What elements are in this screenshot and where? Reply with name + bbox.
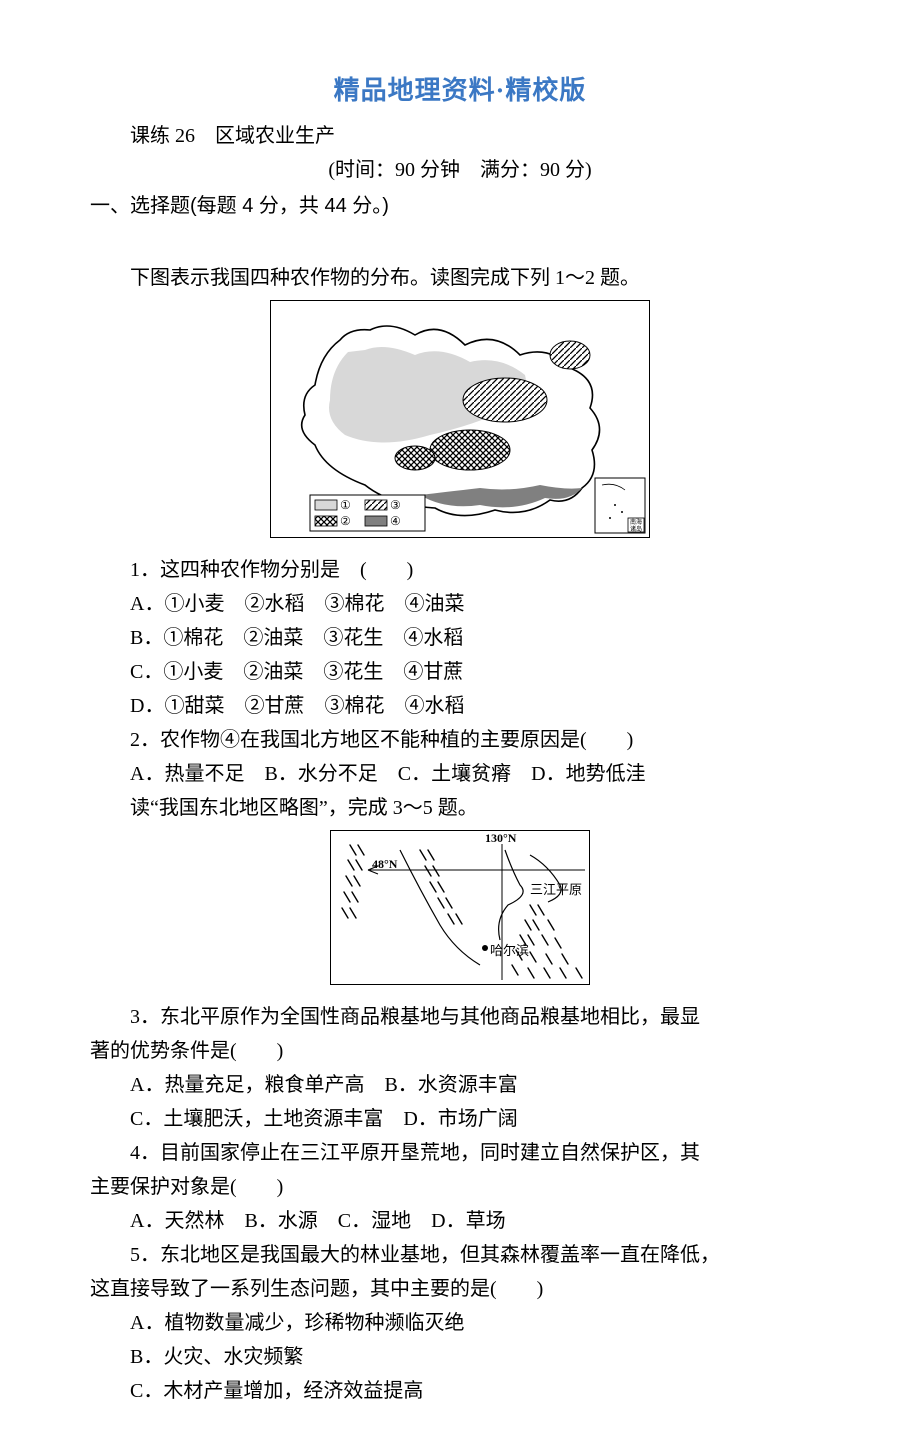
q3-stem-a: 3．东北平原作为全国性商品粮基地与其他商品粮基地相比，最显 [90, 1001, 830, 1033]
q5-opt-c: C．木材产量增加，经济效益提高 [90, 1375, 830, 1407]
spacer [90, 232, 830, 260]
q5-opt-b: B．火灾、水灾频繁 [90, 1341, 830, 1373]
q1-opt-a: A．①小麦 ②水稻 ③棉花 ④油菜 [90, 588, 830, 620]
legend-4: ④ [390, 514, 401, 528]
q2-stem: 2．农作物④在我国北方地区不能种植的主要原因是( ) [90, 724, 830, 756]
q2-opts: A．热量不足 B．水分不足 C．土壤贫瘠 D．地势低洼 [90, 758, 830, 790]
q3-line1: A．热量充足，粮食单产高 B．水资源丰富 [90, 1069, 830, 1101]
q5-opt-a: A．植物数量减少，珍稀物种濒临灭绝 [90, 1307, 830, 1339]
legend-3: ③ [390, 498, 401, 512]
lat-label: 48°N [372, 857, 398, 871]
figure-2-northeast-map: 130°N 48°N 三江平原 哈尔滨 [90, 830, 830, 995]
q5-stem-b: 这直接导致了一系列生态问题，其中主要的是( ) [90, 1273, 830, 1305]
place-sanjiang: 三江平原 [530, 882, 582, 897]
q3-line2: C．土壤肥沃，土地资源丰富 D．市场广阔 [90, 1103, 830, 1135]
page: 精品地理资料·精校版 课练 26 区域农业生产 (时间：90 分钟 满分：90 … [0, 0, 920, 1449]
section-1-head: 一、选择题(每题 4 分，共 44 分。) [90, 190, 830, 222]
doc-subtitle: 课练 26 区域农业生产 [90, 120, 830, 152]
intro-2: 读“我国东北地区略图”，完成 3～5 题。 [90, 792, 830, 824]
q3-stem-b: 著的优势条件是( ) [90, 1035, 830, 1067]
q1-opt-d: D．①甜菜 ②甘蔗 ③棉花 ④水稻 [90, 690, 830, 722]
legend-1: ① [340, 498, 351, 512]
intro-1: 下图表示我国四种农作物的分布。读图完成下列 1～2 题。 [90, 262, 830, 294]
q5-stem-a: 5．东北地区是我国最大的林业基地，但其森林覆盖率一直在降低， [90, 1239, 830, 1271]
legend-2: ② [340, 514, 351, 528]
inset-label-2: 诸岛 [630, 525, 642, 533]
doc-title: 精品地理资料·精校版 [90, 70, 830, 112]
q1-opt-c: C．①小麦 ②油菜 ③花生 ④甘蔗 [90, 656, 830, 688]
inset-label-1: 南海 [630, 518, 642, 526]
place-harbin: 哈尔滨 [490, 943, 529, 958]
q4-stem-a: 4．目前国家停止在三江平原开垦荒地，同时建立自然保护区，其 [90, 1137, 830, 1169]
q4-stem-b: 主要保护对象是( ) [90, 1171, 830, 1203]
q1-opt-b: B．①棉花 ②油菜 ③花生 ④水稻 [90, 622, 830, 654]
q1-stem: 1．这四种农作物分别是 ( ) [90, 554, 830, 586]
lon-label: 130°N [485, 831, 517, 845]
figure-1-china-map: ① ② ③ ④ 南海 诸岛 [90, 300, 830, 548]
doc-meta: (时间：90 分钟 满分：90 分) [90, 154, 830, 186]
q4-opts: A．天然林 B．水源 C．湿地 D．草场 [90, 1205, 830, 1237]
